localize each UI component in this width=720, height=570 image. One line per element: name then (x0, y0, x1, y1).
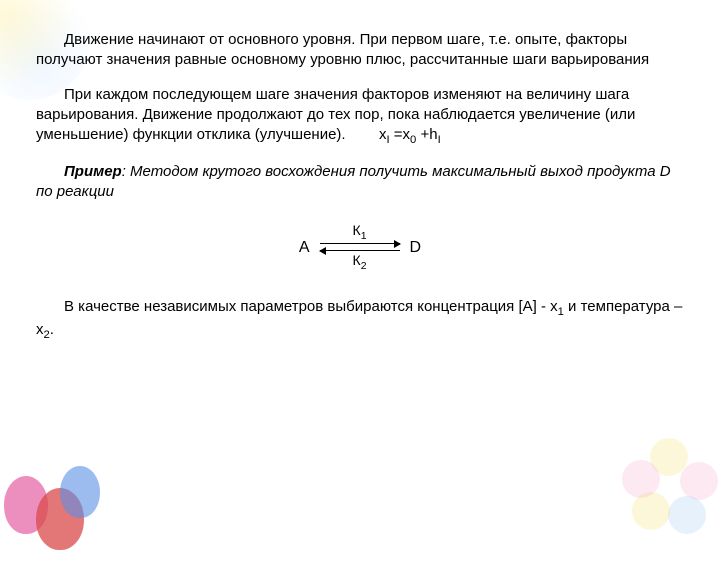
arrow-forward-icon (320, 243, 400, 244)
step-formula: xI =x0 +hI (379, 126, 441, 143)
arrow-reverse-icon (320, 250, 400, 251)
example-label: Пример (64, 163, 122, 180)
product-D: D (410, 237, 422, 259)
paragraph-2-text: При каждом последующем шаге значения фак… (36, 86, 635, 144)
reactant-A: A (299, 237, 310, 259)
paragraph-2: При каждом последующем шаге значения фак… (36, 85, 684, 149)
paragraph-3: В качестве независимых параметров выбира… (36, 297, 684, 343)
slide-content: Движение начинают от основного уровня. П… (0, 0, 720, 378)
rate-constant-k1: К1 (353, 223, 367, 241)
paragraph-1: Движение начинают от основного уровня. П… (36, 30, 684, 71)
reaction-scheme: A К1 К2 D (36, 223, 684, 274)
decor-balloons-bottom-left (0, 410, 110, 570)
example-paragraph: Пример: Методом крутого восхождения полу… (36, 162, 684, 203)
example-text: : Методом крутого восхождения получить м… (36, 163, 671, 200)
decor-flower-bottom-right (610, 430, 720, 550)
rate-constant-k2: К2 (353, 253, 367, 271)
reaction-arrows: К1 К2 (320, 223, 400, 274)
